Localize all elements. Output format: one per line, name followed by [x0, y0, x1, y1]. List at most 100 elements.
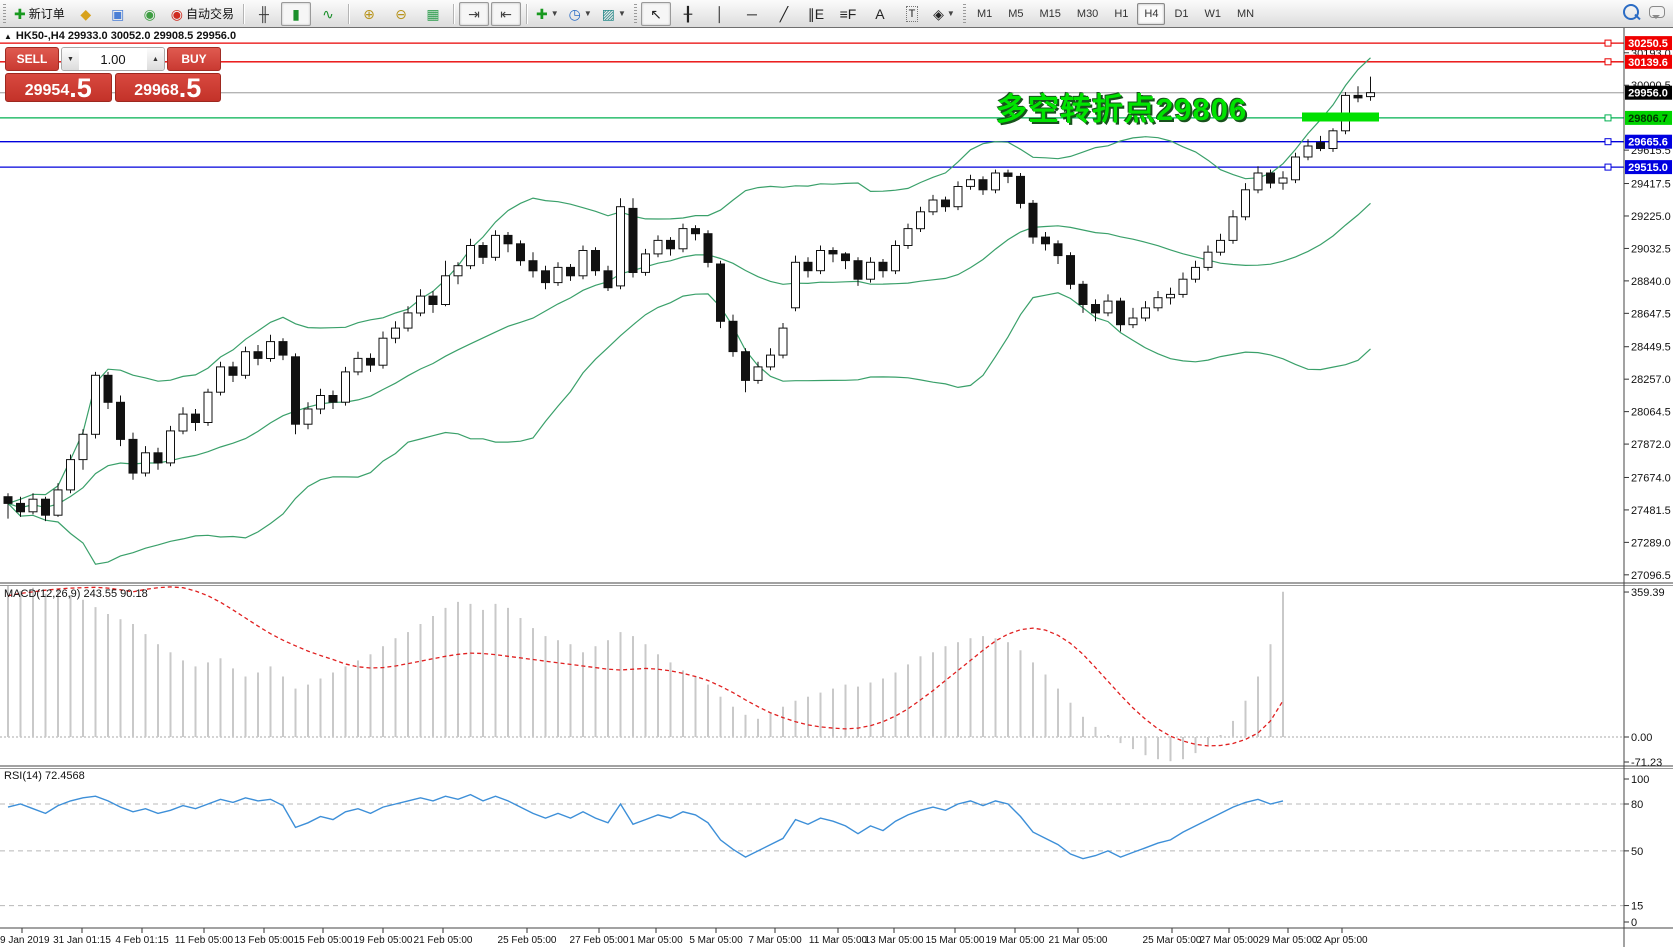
new-order-icon: ✚	[14, 5, 26, 22]
bollinger-lower-band	[7, 292, 1371, 565]
timeframe-button-w1[interactable]: W1	[1204, 7, 1222, 20]
svg-text:50: 50	[1631, 846, 1643, 858]
horizontal-line-button[interactable]: ─	[737, 2, 767, 26]
svg-text:19 Mar 05:00: 19 Mar 05:00	[986, 935, 1045, 946]
hline-handle[interactable]	[1604, 163, 1612, 171]
shapes-button[interactable]: ◈ ▼	[929, 2, 959, 26]
timeframe-button-h1[interactable]: H1	[1114, 7, 1129, 20]
volume-decrease-button[interactable]: ▼	[62, 48, 79, 70]
svg-text:25 Mar 05:00: 25 Mar 05:00	[1143, 935, 1202, 946]
market-watch-icon: ▣	[111, 5, 125, 22]
svg-text:7 Mar 05:00: 7 Mar 05:00	[748, 935, 802, 946]
price-badge	[1625, 36, 1672, 51]
gold-pointer-icon: ◆	[80, 5, 92, 22]
rsi-line	[7, 793, 1284, 860]
new-chart-button[interactable]: ✚ ▼	[532, 2, 563, 26]
timeframe-button-m15[interactable]: M15	[1039, 7, 1061, 20]
auto-scroll-button[interactable]: ⇥	[458, 1, 489, 26]
vertical-line-button[interactable]: │	[705, 2, 735, 26]
toolbar-grip[interactable]	[962, 3, 966, 24]
main-toolbar: ✚ 新订单 ◆ ▣ ◉ ◉ 自动交易 ╫ ▮ ∿ ⊕ ⊖ ▦ ⇥ ⇤ ✚ ▼ ◷ ▼ ▨ ▼ ↖ ╂ │ ─ ╱ ∥E ≡F A T ◈ ▼ M…	[0, 0, 1673, 28]
search-icon	[1623, 4, 1639, 20]
svg-text:30250.5: 30250.5	[1628, 38, 1668, 50]
svg-text:28647.5: 28647.5	[1631, 308, 1671, 320]
timeframe-button-m1[interactable]: M1	[976, 7, 993, 20]
price-badge	[1625, 85, 1672, 100]
tile-windows-button[interactable]: ▦	[418, 2, 448, 26]
autotrade-button[interactable]: ◉ 自动交易	[167, 2, 238, 26]
svg-text:-71.23: -71.23	[1631, 757, 1662, 769]
navigator-button[interactable]: ◉	[135, 2, 165, 26]
crosshair-button[interactable]: ╂	[673, 2, 703, 26]
svg-text:28840.0: 28840.0	[1631, 276, 1671, 288]
periods-button[interactable]: ◷ ▼	[565, 2, 596, 26]
chart-annotation-text[interactable]: 多空转折点29806	[996, 92, 1248, 127]
svg-text:29 Mar 05:00: 29 Mar 05:00	[1259, 935, 1318, 946]
templates-button[interactable]: ▨ ▼	[598, 2, 630, 26]
label-button[interactable]: T	[897, 2, 927, 26]
hline-handle[interactable]	[1604, 39, 1612, 47]
trend-segment[interactable]	[1302, 112, 1379, 122]
market-watch-button[interactable]: ▣	[103, 2, 133, 26]
zoom-out-icon: ⊖	[395, 5, 407, 22]
svg-text:0: 0	[1631, 917, 1637, 929]
shapes-icon: ◈	[933, 5, 944, 22]
timeframe-button-h4[interactable]: H4	[1137, 2, 1166, 25]
svg-text:28257.0: 28257.0	[1631, 374, 1671, 386]
svg-text:27481.5: 27481.5	[1631, 505, 1671, 517]
tile-windows-icon: ▦	[426, 5, 440, 22]
svg-text:27289.0: 27289.0	[1631, 537, 1671, 549]
chart-shift-button[interactable]: ⇤	[490, 1, 521, 26]
fibonacci-button[interactable]: ≡F	[833, 2, 863, 26]
timeframe-button-m5[interactable]: M5	[1008, 7, 1024, 20]
svg-text:13 Mar 05:00: 13 Mar 05:00	[865, 935, 924, 946]
collapse-marker-icon[interactable]: ▲	[4, 32, 12, 41]
zoom-in-button[interactable]: ⊕	[354, 2, 384, 26]
new-order-button[interactable]: ✚ 新订单	[10, 2, 69, 26]
candlestick-chart-button[interactable]: ▮	[280, 1, 311, 26]
candlestick-series	[3, 76, 1375, 522]
svg-text:15 Feb 05:00: 15 Feb 05:00	[294, 935, 353, 946]
zoom-in-icon: ⊕	[363, 5, 375, 22]
svg-text:29956.0: 29956.0	[1628, 88, 1668, 100]
equidistant-channel-icon: ∥E	[807, 5, 825, 22]
chart-title: ▲ HK50-,H4 29933.0 30052.0 29908.5 29956.…	[4, 30, 236, 42]
svg-text:21 Feb 05:00: 21 Feb 05:00	[414, 935, 473, 946]
text-button[interactable]: A	[865, 2, 895, 26]
volume-increase-button[interactable]: ▲	[147, 48, 164, 70]
sell-price[interactable]: 29954.5	[5, 73, 112, 102]
price-scale[interactable]: 30193.030000.529615.529417.529225.029032…	[1624, 36, 1672, 582]
bar-chart-button[interactable]: ╫	[249, 2, 279, 26]
hline-handle[interactable]	[1604, 114, 1612, 122]
bollinger-upper-band	[7, 57, 1371, 504]
timeframe-button-m30[interactable]: M30	[1076, 7, 1099, 20]
buy-button[interactable]: BUY	[167, 47, 221, 71]
cursor-icon: ↖	[650, 5, 662, 22]
chat-button[interactable]	[1649, 6, 1665, 21]
buy-price[interactable]: 29968.5	[114, 73, 221, 102]
horizontal-lines[interactable]	[0, 39, 1624, 171]
svg-text:27 Mar 05:00: 27 Mar 05:00	[1200, 935, 1259, 946]
timeframe-button-d1[interactable]: D1	[1174, 7, 1189, 20]
toolbar-grip[interactable]	[633, 3, 637, 24]
trendline-button[interactable]: ╱	[769, 2, 799, 26]
volume-input[interactable]: 1.00	[79, 48, 147, 70]
cursor-button[interactable]: ↖	[640, 1, 671, 26]
search-button[interactable]	[1623, 4, 1639, 23]
hline-handle[interactable]	[1604, 58, 1612, 66]
chart-profile-button[interactable]: ◆	[71, 2, 101, 26]
svg-text:28449.5: 28449.5	[1631, 342, 1671, 354]
sell-button[interactable]: SELL	[5, 47, 59, 71]
line-chart-button[interactable]: ∿	[313, 2, 343, 26]
toolbar-grip[interactable]	[3, 3, 6, 24]
price-badge	[1625, 110, 1672, 125]
svg-text:21 Mar 05:00: 21 Mar 05:00	[1049, 935, 1108, 946]
pane-borders	[0, 28, 1673, 947]
zoom-out-button[interactable]: ⊖	[386, 2, 416, 26]
hline-handle[interactable]	[1604, 138, 1612, 146]
timeframe-button-mn[interactable]: MN	[1237, 7, 1255, 20]
horizontal-line-icon: ─	[746, 5, 757, 22]
channel-button[interactable]: ∥E	[801, 2, 831, 26]
